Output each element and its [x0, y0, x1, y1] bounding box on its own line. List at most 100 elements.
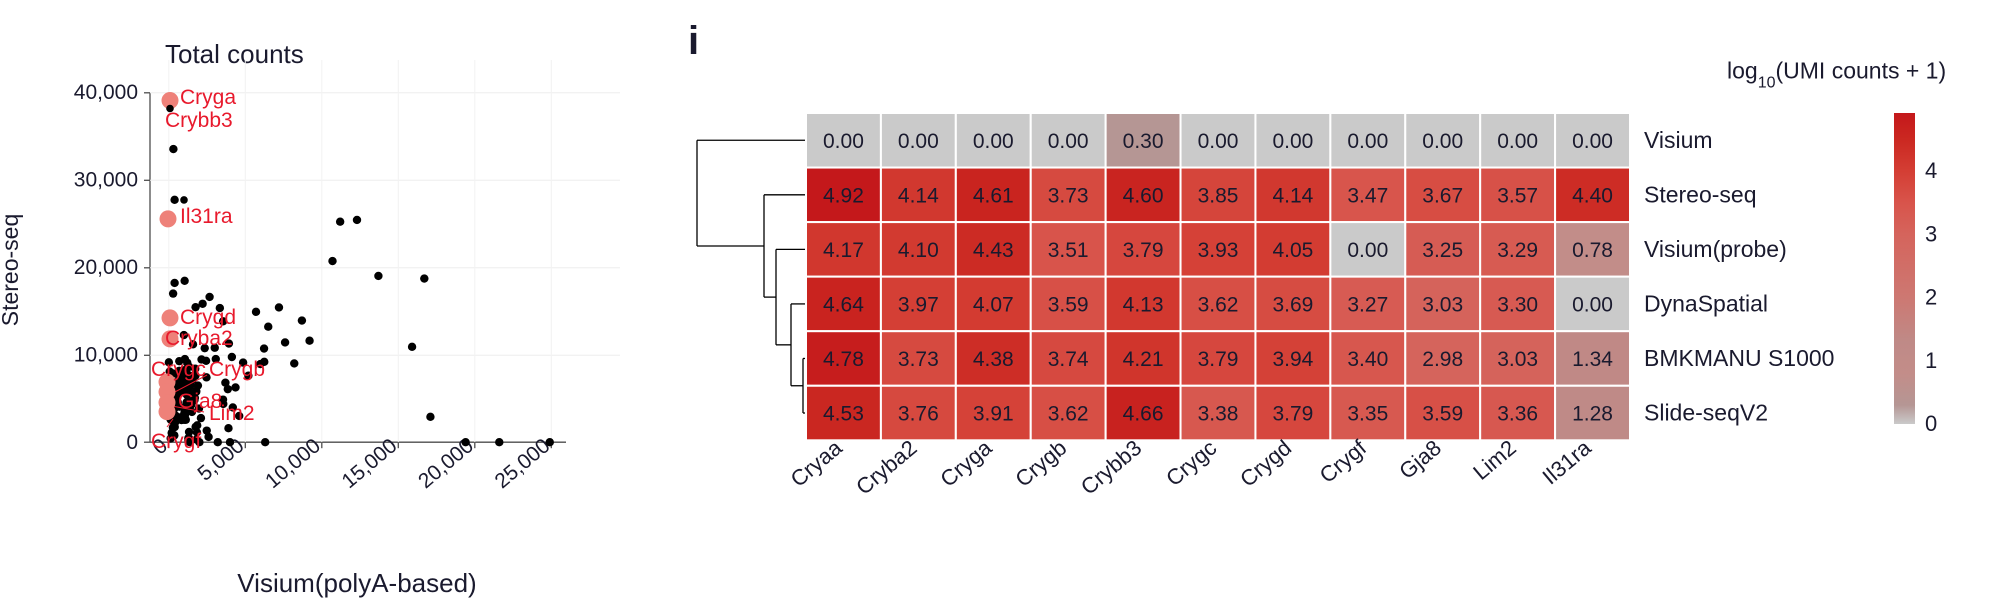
svg-text:0.00: 0.00: [1272, 130, 1313, 153]
svg-text:3.67: 3.67: [1422, 184, 1463, 207]
svg-text:4.05: 4.05: [1272, 239, 1313, 262]
svg-text:3.35: 3.35: [1347, 403, 1388, 426]
svg-text:3.40: 3.40: [1347, 348, 1388, 371]
svg-text:4.10: 4.10: [898, 239, 939, 262]
svg-text:0.78: 0.78: [1572, 239, 1613, 262]
svg-text:3.03: 3.03: [1422, 293, 1463, 316]
svg-text:Slide-seqV2: Slide-seqV2: [1644, 400, 1768, 426]
svg-text:10,000: 10,000: [74, 344, 138, 367]
svg-text:4.17: 4.17: [823, 239, 864, 262]
svg-text:i: i: [688, 19, 699, 63]
svg-text:0: 0: [1925, 411, 1937, 436]
svg-text:0.00: 0.00: [1048, 130, 1089, 153]
svg-text:Stereo-seq: Stereo-seq: [0, 214, 23, 327]
svg-text:Crybb3: Crybb3: [165, 109, 233, 132]
svg-text:0.00: 0.00: [1497, 130, 1538, 153]
svg-text:3.93: 3.93: [1198, 239, 1239, 262]
svg-text:Cryaa: Cryaa: [786, 434, 848, 491]
svg-text:4.14: 4.14: [898, 184, 939, 207]
svg-text:3.59: 3.59: [1422, 403, 1463, 426]
svg-text:4: 4: [1925, 158, 1937, 183]
svg-text:3.79: 3.79: [1272, 403, 1313, 426]
svg-text:Gja8: Gja8: [1394, 435, 1446, 484]
svg-text:3.27: 3.27: [1347, 293, 1388, 316]
svg-text:BMKMANU S1000: BMKMANU S1000: [1644, 345, 1834, 371]
svg-text:4.40: 4.40: [1572, 184, 1613, 207]
svg-text:2.98: 2.98: [1422, 348, 1463, 371]
svg-text:Lim2: Lim2: [209, 402, 255, 425]
svg-text:Crygf: Crygf: [151, 430, 201, 453]
svg-text:3.97: 3.97: [898, 293, 939, 316]
svg-text:Visium: Visium: [1644, 127, 1713, 153]
svg-text:4.92: 4.92: [823, 184, 864, 207]
svg-text:0.00: 0.00: [1347, 130, 1388, 153]
svg-text:3.59: 3.59: [1048, 293, 1089, 316]
svg-text:Crygc: Crygc: [151, 358, 206, 381]
svg-text:40,000: 40,000: [74, 81, 138, 104]
svg-text:Crybb3: Crybb3: [1076, 435, 1146, 500]
svg-text:0.00: 0.00: [1347, 239, 1388, 262]
svg-text:Crygb: Crygb: [209, 358, 265, 381]
svg-text:3.73: 3.73: [898, 348, 939, 371]
svg-text:Il31ra: Il31ra: [180, 205, 233, 228]
svg-text:4.66: 4.66: [1123, 403, 1164, 426]
svg-text:Crygd: Crygd: [180, 306, 236, 329]
svg-text:Visium(polyA-based): Visium(polyA-based): [237, 568, 476, 598]
svg-text:0.00: 0.00: [898, 130, 939, 153]
svg-text:3.91: 3.91: [973, 403, 1014, 426]
svg-text:4.60: 4.60: [1123, 184, 1164, 207]
svg-text:2: 2: [1925, 285, 1937, 310]
svg-text:3.29: 3.29: [1497, 239, 1538, 262]
svg-text:0: 0: [126, 431, 138, 454]
svg-text:3.69: 3.69: [1272, 293, 1313, 316]
svg-text:4.61: 4.61: [973, 184, 1014, 207]
svg-text:0.00: 0.00: [1572, 293, 1613, 316]
svg-text:0.00: 0.00: [823, 130, 864, 153]
svg-text:15,000: 15,000: [338, 434, 402, 493]
svg-text:0.00: 0.00: [1198, 130, 1239, 153]
svg-text:4.78: 4.78: [823, 348, 864, 371]
svg-text:4.14: 4.14: [1272, 184, 1313, 207]
svg-text:Total counts: Total counts: [165, 39, 304, 69]
svg-text:3: 3: [1925, 221, 1937, 246]
svg-text:0.00: 0.00: [973, 130, 1014, 153]
svg-text:3.85: 3.85: [1198, 184, 1239, 207]
svg-text:3.25: 3.25: [1422, 239, 1463, 262]
svg-text:3.03: 3.03: [1497, 348, 1538, 371]
svg-text:3.73: 3.73: [1048, 184, 1089, 207]
svg-text:Cryga: Cryga: [180, 86, 236, 109]
svg-text:4.21: 4.21: [1123, 348, 1164, 371]
svg-text:0.30: 0.30: [1123, 130, 1164, 153]
svg-text:4.38: 4.38: [973, 348, 1014, 371]
svg-text:Cryba2: Cryba2: [165, 327, 233, 350]
svg-text:DynaSpatial: DynaSpatial: [1644, 290, 1768, 316]
svg-text:4.07: 4.07: [973, 293, 1014, 316]
svg-text:Cryga: Cryga: [935, 434, 997, 491]
svg-text:3.76: 3.76: [898, 403, 939, 426]
svg-text:4.64: 4.64: [823, 293, 864, 316]
svg-text:3.94: 3.94: [1272, 348, 1313, 371]
svg-text:20,000: 20,000: [74, 256, 138, 279]
svg-text:0.00: 0.00: [1422, 130, 1463, 153]
svg-text:3.79: 3.79: [1198, 348, 1239, 371]
svg-text:Visium(probe): Visium(probe): [1644, 236, 1787, 262]
svg-text:4.53: 4.53: [823, 403, 864, 426]
svg-text:10,000: 10,000: [261, 434, 325, 493]
svg-text:3.74: 3.74: [1048, 348, 1089, 371]
svg-text:4.13: 4.13: [1123, 293, 1164, 316]
svg-text:1.28: 1.28: [1572, 403, 1613, 426]
svg-text:Crygc: Crygc: [1161, 435, 1221, 491]
svg-text:Stereo-seq: Stereo-seq: [1644, 181, 1757, 207]
svg-text:30,000: 30,000: [74, 169, 138, 192]
svg-text:3.47: 3.47: [1347, 184, 1388, 207]
svg-text:1: 1: [1925, 348, 1937, 373]
svg-text:Lim2: Lim2: [1468, 435, 1521, 485]
svg-text:Crygf: Crygf: [1315, 434, 1372, 488]
svg-text:4.43: 4.43: [973, 239, 1014, 262]
svg-text:1.34: 1.34: [1572, 348, 1613, 371]
svg-text:3.51: 3.51: [1048, 239, 1089, 262]
svg-text:3.62: 3.62: [1048, 403, 1089, 426]
svg-text:0.00: 0.00: [1572, 130, 1613, 153]
svg-text:Il31ra: Il31ra: [1538, 434, 1597, 489]
svg-text:3.38: 3.38: [1198, 403, 1239, 426]
